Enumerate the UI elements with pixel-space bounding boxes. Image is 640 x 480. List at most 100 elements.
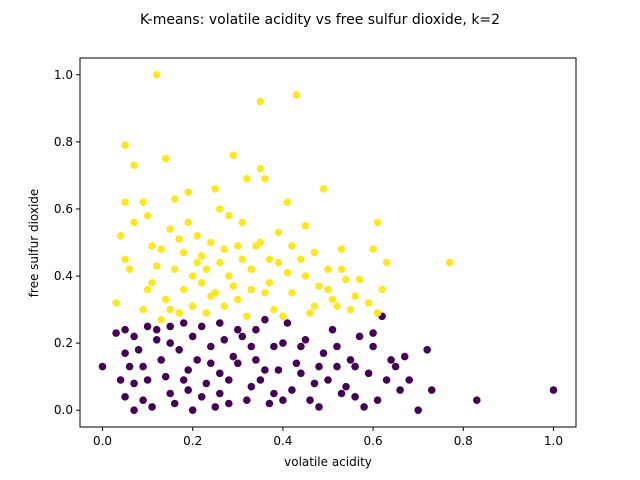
cluster-1-point <box>342 275 350 284</box>
cluster-0-point <box>112 329 120 337</box>
cluster-0-point <box>373 396 382 405</box>
cluster-1-point <box>166 305 174 314</box>
cluster-0-point <box>179 319 188 327</box>
cluster-1-point <box>175 235 183 243</box>
cluster-0-point <box>333 362 341 371</box>
cluster-0-point <box>423 346 432 354</box>
cluster-0-point <box>130 379 138 388</box>
cluster-0-point <box>405 376 414 384</box>
plot-area <box>98 71 558 415</box>
cluster-1-point <box>265 279 274 287</box>
cluster-0-point <box>351 362 359 371</box>
cluster-0-point <box>342 382 350 391</box>
cluster-0-point <box>152 325 161 334</box>
cluster-0-point <box>234 359 242 368</box>
x-axis-label: volatile acidity <box>284 455 372 469</box>
cluster-1-point <box>238 255 247 264</box>
cluster-1-point <box>229 151 238 160</box>
cluster-0-point <box>279 396 287 405</box>
cluster-0-point <box>197 322 206 331</box>
cluster-1-point <box>310 248 319 257</box>
x-tick-label: 0.0 <box>93 434 112 448</box>
cluster-0-point <box>216 319 224 327</box>
cluster-1-point <box>274 228 283 237</box>
cluster-1-point <box>333 302 341 311</box>
cluster-0-point <box>261 366 269 374</box>
cluster-1-point <box>265 255 274 264</box>
cluster-1-point <box>261 175 269 183</box>
x-tick-label: 0.6 <box>364 434 383 448</box>
cluster-0-point <box>139 362 147 371</box>
cluster-1-point <box>193 232 201 240</box>
cluster-0-point <box>130 406 138 415</box>
cluster-0-point <box>256 376 265 384</box>
y-tick-label: 0.4 <box>54 269 73 283</box>
cluster-0-point <box>98 362 107 371</box>
cluster-1-point <box>125 265 134 274</box>
cluster-0-point <box>427 386 436 394</box>
cluster-0-point <box>238 332 247 341</box>
cluster-1-point <box>112 299 120 307</box>
cluster-0-point <box>310 379 319 388</box>
cluster-1-point <box>256 97 265 106</box>
cluster-1-point <box>337 265 346 274</box>
cluster-1-point <box>175 309 183 317</box>
cluster-0-point <box>270 342 278 351</box>
cluster-0-point <box>306 396 314 405</box>
cluster-1-point <box>283 198 292 206</box>
cluster-1-point <box>121 141 129 149</box>
cluster-0-point <box>328 325 337 334</box>
cluster-1-point <box>256 238 265 247</box>
cluster-1-point <box>229 282 238 290</box>
cluster-1-point <box>179 285 188 294</box>
cluster-1-point <box>152 71 161 79</box>
cluster-0-point <box>170 399 179 408</box>
cluster-0-point <box>252 325 260 334</box>
cluster-1-point <box>292 91 301 99</box>
cluster-1-point <box>256 164 265 173</box>
cluster-0-point <box>152 336 161 344</box>
cluster-1-point <box>243 175 251 183</box>
cluster-0-point <box>301 336 310 344</box>
cluster-0-point <box>265 399 274 408</box>
y-tick-label: 0.8 <box>54 135 73 149</box>
cluster-1-point <box>270 305 278 314</box>
cluster-0-point <box>220 336 229 344</box>
cluster-1-point <box>166 225 174 233</box>
cluster-0-point <box>184 386 192 394</box>
cluster-0-point <box>382 376 391 384</box>
axes-frame <box>79 57 577 428</box>
cluster-0-point <box>355 332 364 341</box>
cluster-1-point <box>225 272 233 280</box>
cluster-1-point <box>143 285 152 294</box>
cluster-0-point <box>549 386 558 394</box>
cluster-1-point <box>351 292 359 301</box>
y-axis: 0.0 0.2 0.4 0.6 0.8 1.0 <box>54 68 80 417</box>
cluster-1-point <box>202 309 211 317</box>
cluster-1-point <box>445 258 454 267</box>
cluster-1-point <box>202 265 211 274</box>
cluster-1-point <box>184 188 192 196</box>
cluster-1-point <box>179 248 188 257</box>
cluster-0-point <box>193 356 201 364</box>
cluster-0-point <box>175 346 183 354</box>
cluster-1-point <box>197 252 206 260</box>
cluster-1-point <box>211 185 220 193</box>
cluster-1-point <box>220 302 229 311</box>
cluster-0-point <box>396 386 404 394</box>
cluster-1-point <box>121 198 129 206</box>
cluster-1-point <box>247 285 256 294</box>
cluster-1-point <box>234 242 242 250</box>
y-tick-label: 1.0 <box>54 68 73 82</box>
y-axis-label: free sulfur dioxide <box>27 189 41 298</box>
cluster-1-point <box>170 265 179 274</box>
cluster-0-point <box>125 362 134 371</box>
cluster-1-point <box>364 299 373 307</box>
cluster-0-point <box>121 325 129 334</box>
cluster-0-point <box>364 369 373 378</box>
cluster-1-point <box>301 221 310 230</box>
cluster-0-point <box>274 366 283 374</box>
cluster-1-point <box>116 232 125 240</box>
y-tick-label: 0.2 <box>54 336 73 350</box>
